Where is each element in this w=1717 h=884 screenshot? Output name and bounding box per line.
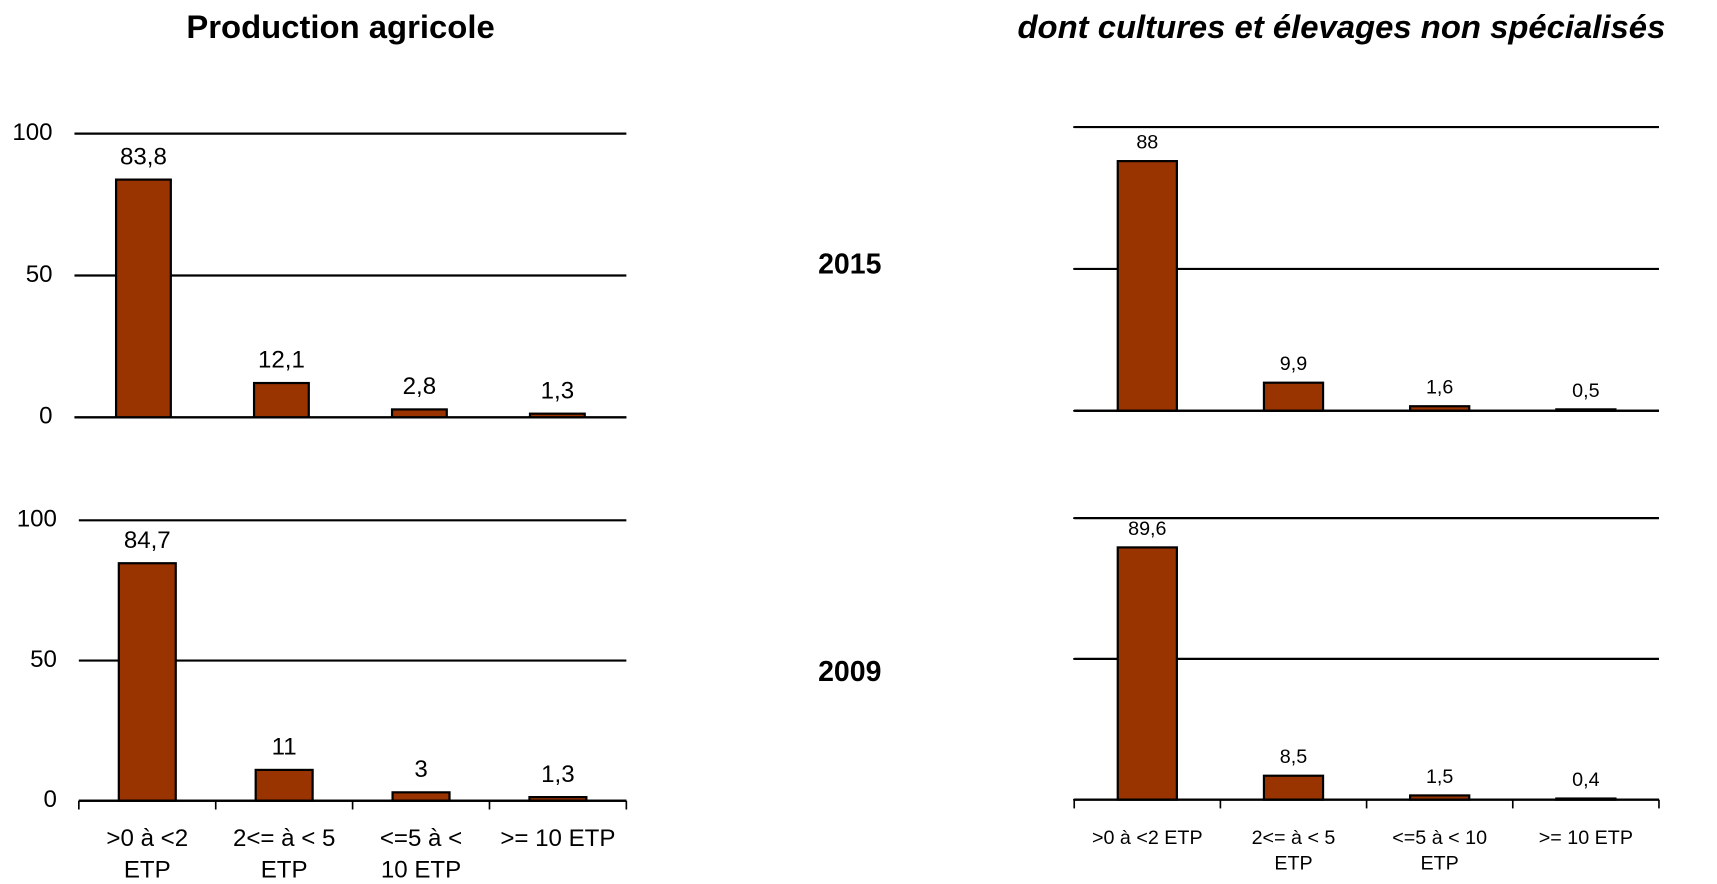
value-label: 1,3 — [541, 761, 574, 788]
value-label: 88 — [1136, 132, 1158, 154]
bar — [252, 381, 310, 419]
value-label: 1,3 — [541, 377, 574, 404]
chart-title: Production agricole — [186, 8, 494, 45]
value-label: 0,4 — [1572, 769, 1599, 791]
bar — [1116, 546, 1178, 801]
value-label: 9,9 — [1280, 353, 1307, 375]
x-tick-label: >0 à <2 ETP — [1092, 827, 1203, 849]
value-label: 11 — [272, 734, 297, 761]
x-tick-label: 2<= à < 5 ETP — [233, 826, 335, 884]
y-tick-label: 50 — [26, 261, 53, 288]
x-tick-label: 2<= à < 5 ETP — [1252, 827, 1336, 875]
value-label: 0,5 — [1572, 380, 1599, 402]
value-label: 8,5 — [1280, 746, 1307, 768]
y-tick-label: 0 — [44, 786, 57, 813]
value-label: 3 — [414, 756, 427, 783]
value-label: 1,5 — [1426, 766, 1453, 788]
row-label: 2009 — [818, 656, 881, 688]
row-label: 2015 — [818, 249, 881, 281]
x-tick-label: >= 10 ETP — [500, 826, 615, 853]
value-label: 2,8 — [403, 373, 436, 400]
bar — [1116, 160, 1178, 412]
bar — [114, 178, 172, 419]
value-label: 84,7 — [124, 527, 171, 554]
value-label: 89,6 — [1128, 518, 1166, 540]
bar — [1262, 381, 1325, 412]
x-tick-label: <=5 à <10 ETP — [380, 826, 462, 884]
y-tick-label: 50 — [30, 646, 57, 673]
x-tick-label: >= 10 ETP — [1539, 827, 1633, 849]
y-tick-label: 0 — [39, 403, 52, 430]
y-tick-label: 100 — [17, 506, 57, 533]
value-label: 83,8 — [120, 143, 167, 170]
chart-title: dont cultures et élevages non spécialisé… — [1017, 8, 1665, 45]
bar — [391, 791, 451, 802]
x-tick-label: <=5 à < 10 ETP — [1392, 827, 1487, 875]
y-tick-label: 100 — [12, 119, 52, 146]
bar — [390, 408, 448, 419]
bar — [117, 562, 177, 802]
bar — [1262, 774, 1325, 801]
value-label: 12,1 — [258, 347, 305, 374]
x-tick-label: >0 à <2 ETP — [106, 826, 188, 884]
value-label: 1,6 — [1426, 377, 1453, 399]
bar — [254, 768, 314, 802]
